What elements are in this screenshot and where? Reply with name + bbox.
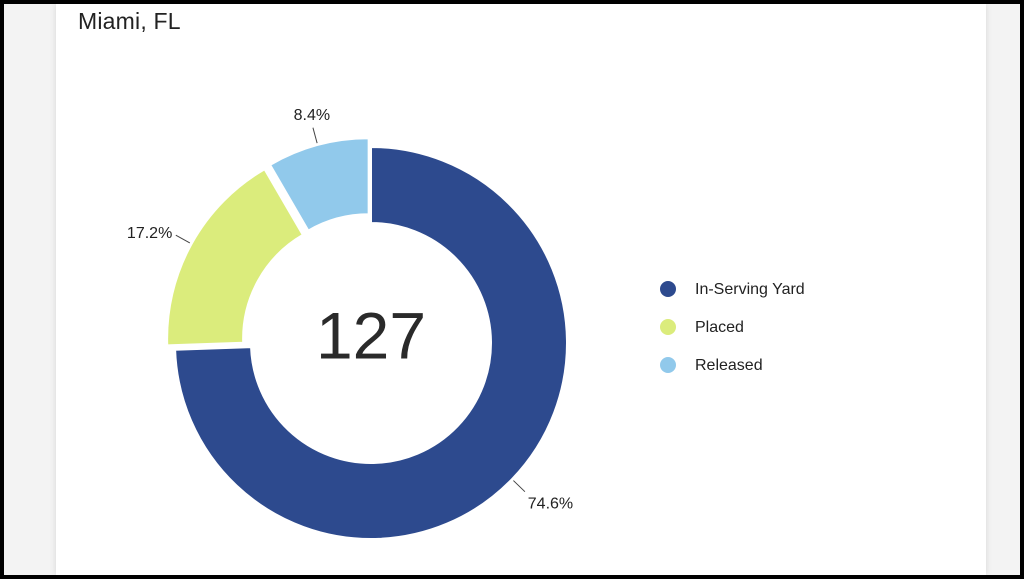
data-label: 74.6% [528,495,573,512]
legend-swatch [660,281,676,297]
location-card: Miami, FL 74.6% 17.2% 8.4% 127 In-Serving … [56,4,986,575]
center-total: 127 [316,298,426,372]
legend-swatch [660,357,676,373]
donut-chart: 74.6% 17.2% 8.4% 127 In-Serving Yard Placed… [127,107,805,540]
legend-item-label[interactable]: In-Serving Yard [695,281,805,298]
donut-slice-placed[interactable] [166,167,305,347]
data-label: 17.2% [127,225,172,242]
legend-swatch [660,319,676,335]
donut-slice-released[interactable] [268,137,370,232]
donut-slice-in-serving-yard[interactable] [174,145,568,540]
leader-line [513,480,526,493]
legend-item-label[interactable]: Placed [695,319,744,336]
card-title: Miami, FL [78,8,181,34]
data-label: 8.4% [294,107,330,124]
legend-item-label[interactable]: Released [695,357,763,374]
leader-line [175,234,191,244]
screen-frame: Miami, FL 74.6% 17.2% 8.4% 127 In-Serving … [4,4,1020,575]
leader-line [312,127,318,144]
